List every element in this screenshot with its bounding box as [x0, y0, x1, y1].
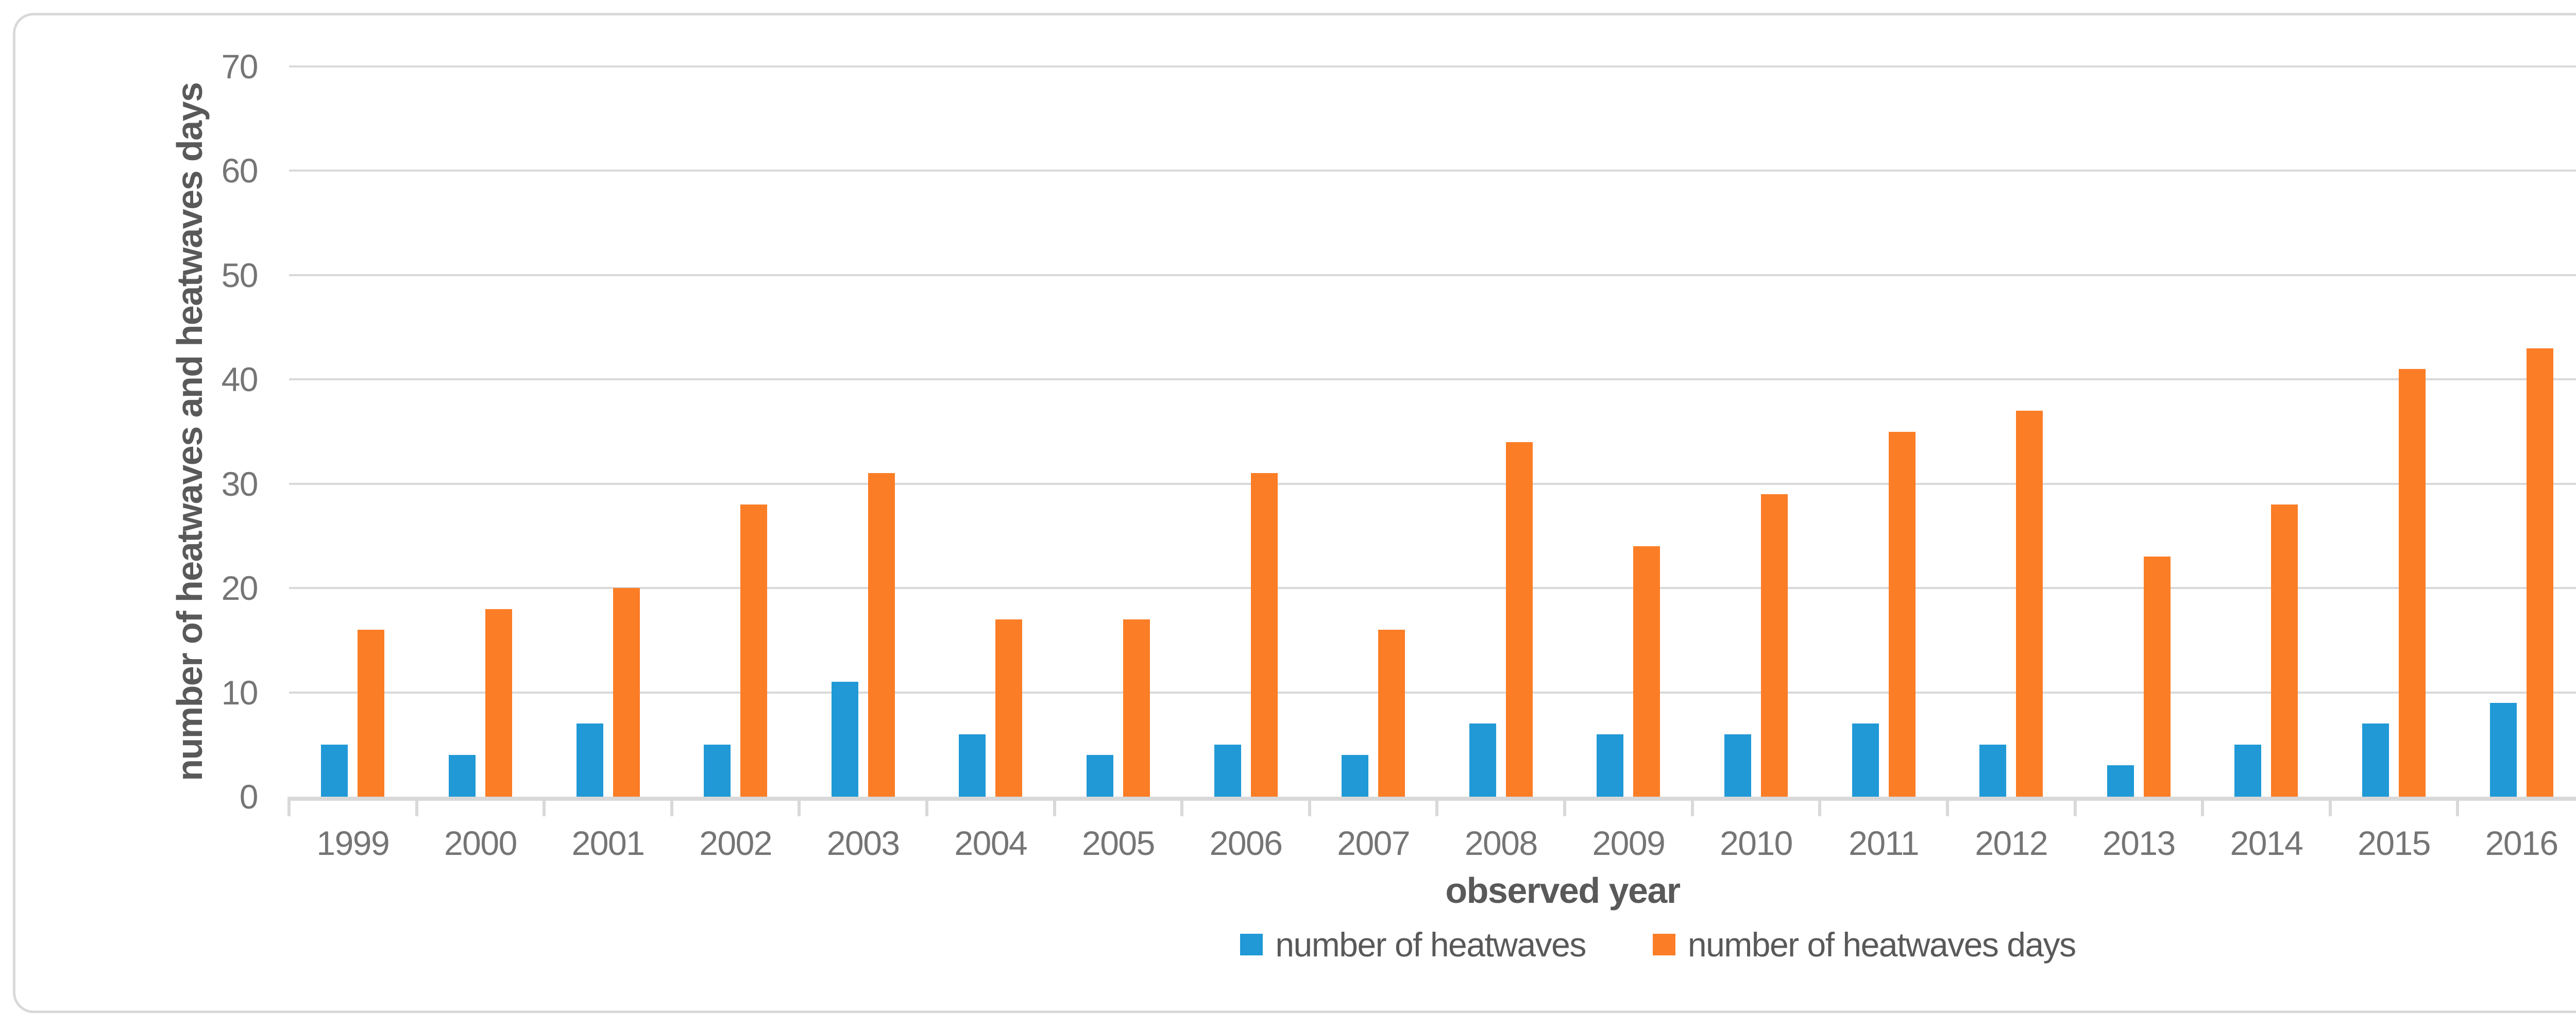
x-axis-tick — [1563, 797, 1567, 816]
x-axis-title: observed year — [1445, 870, 1681, 911]
gridline-70 — [289, 65, 2576, 68]
bar-number-of-heatwaves-days-2001 — [613, 588, 640, 797]
bar-number-of-heatwaves-2004 — [959, 734, 986, 797]
x-axis-tick — [2201, 797, 2205, 816]
bar-number-of-heatwaves-2011 — [1852, 724, 1879, 797]
x-tick-label-1999: 1999 — [316, 824, 389, 862]
bar-number-of-heatwaves-2016 — [2489, 702, 2517, 797]
y-tick-label-70: 70 — [221, 47, 259, 86]
x-axis-tick — [415, 797, 418, 816]
bar-number-of-heatwaves-days-2002 — [740, 504, 768, 797]
x-tick-label-2001: 2001 — [571, 824, 645, 862]
bar-number-of-heatwaves-2000 — [448, 755, 476, 797]
x-tick-label-2011: 2011 — [1849, 824, 1919, 862]
x-tick-label-2014: 2014 — [2230, 824, 2303, 862]
bar-number-of-heatwaves-days-2007 — [1378, 630, 1405, 797]
bar-number-of-heatwaves-days-2003 — [868, 473, 895, 797]
bar-number-of-heatwaves-days-1999 — [358, 630, 385, 797]
bar-number-of-heatwaves-1999 — [321, 744, 348, 797]
legend-item-number-of-heatwaves: number of heatwaves — [1240, 925, 1586, 964]
bar-number-of-heatwaves-2005 — [1086, 755, 1113, 797]
bar-number-of-heatwaves-2002 — [704, 744, 731, 797]
bar-number-of-heatwaves-days-2008 — [1505, 442, 1533, 797]
bar-number-of-heatwaves-days-2013 — [2143, 557, 2171, 797]
bar-number-of-heatwaves-2015 — [2362, 724, 2389, 797]
y-tick-label-30: 30 — [221, 464, 259, 503]
y-tick-label-40: 40 — [221, 360, 259, 399]
bar-number-of-heatwaves-2003 — [831, 682, 858, 797]
x-tick-label-2015: 2015 — [2358, 824, 2431, 862]
figure-border — [13, 13, 2576, 1013]
x-axis-tick — [1308, 797, 1311, 816]
x-axis-tick — [1945, 797, 1949, 816]
bar-number-of-heatwaves-days-2011 — [1888, 431, 1916, 797]
x-axis-tick — [1435, 797, 1439, 816]
x-axis-tick — [1053, 797, 1056, 816]
bar-number-of-heatwaves-days-2015 — [2399, 369, 2426, 797]
bar-number-of-heatwaves-days-2005 — [1123, 619, 1150, 797]
x-tick-label-2003: 2003 — [826, 824, 900, 862]
x-axis-tick — [670, 797, 673, 816]
y-tick-label-50: 50 — [221, 256, 259, 294]
bar-number-of-heatwaves-2006 — [1214, 744, 1241, 797]
x-tick-label-2010: 2010 — [1720, 824, 1793, 862]
gridline-10 — [289, 691, 2576, 694]
x-tick-label-2012: 2012 — [1975, 824, 2048, 862]
gridline-20 — [289, 587, 2576, 590]
bar-number-of-heatwaves-2009 — [1597, 734, 1624, 797]
x-axis-tick — [925, 797, 929, 816]
x-axis-tick — [798, 797, 801, 816]
x-tick-label-2007: 2007 — [1337, 824, 1410, 862]
x-axis-tick — [287, 797, 291, 816]
bar-number-of-heatwaves-days-2006 — [1250, 473, 1278, 797]
legend-item-number-of-heatwaves-days: number of heatwaves days — [1652, 925, 2076, 964]
x-axis-tick — [1180, 797, 1184, 816]
legend-swatch-number-of-heatwaves-days — [1652, 934, 1675, 955]
bar-number-of-heatwaves-days-2009 — [1633, 546, 1660, 797]
x-tick-label-2002: 2002 — [699, 824, 772, 862]
legend: number of heatwaves number of heatwaves d… — [0, 925, 2576, 964]
bar-number-of-heatwaves-days-2010 — [1761, 494, 1788, 797]
bar-number-of-heatwaves-2007 — [1342, 755, 1369, 797]
gridline-50 — [289, 274, 2576, 276]
x-tick-label-2008: 2008 — [1464, 824, 1538, 862]
gridline-40 — [289, 378, 2576, 381]
x-axis-tick — [2073, 797, 2077, 816]
bar-number-of-heatwaves-2001 — [576, 724, 603, 797]
y-tick-label-10: 10 — [221, 673, 259, 712]
bar-number-of-heatwaves-days-2012 — [2016, 411, 2043, 797]
x-axis-tick — [2328, 797, 2332, 816]
x-tick-label-2000: 2000 — [444, 824, 517, 862]
gridline-60 — [289, 170, 2576, 172]
x-axis-tick — [543, 797, 546, 816]
legend-label: number of heatwaves days — [1687, 926, 2076, 964]
x-axis-tick — [1690, 797, 1694, 816]
y-tick-label-60: 60 — [221, 152, 259, 190]
bar-number-of-heatwaves-2010 — [1724, 734, 1751, 797]
x-axis-tick — [1818, 797, 1822, 816]
x-tick-label-2016: 2016 — [2485, 824, 2558, 862]
bar-number-of-heatwaves-2008 — [1469, 724, 1496, 797]
x-axis-tick — [2456, 797, 2460, 816]
x-tick-label-2004: 2004 — [954, 824, 1027, 862]
bar-number-of-heatwaves-2014 — [2234, 744, 2262, 797]
legend-swatch-number-of-heatwaves — [1240, 934, 1263, 955]
x-tick-label-2013: 2013 — [2102, 824, 2176, 862]
x-axis-line — [289, 797, 2576, 801]
x-tick-label-2009: 2009 — [1592, 824, 1665, 862]
bar-number-of-heatwaves-days-2000 — [485, 609, 512, 797]
x-tick-label-2006: 2006 — [1209, 824, 1283, 862]
bar-number-of-heatwaves-days-2014 — [2271, 504, 2298, 797]
y-tick-label-20: 20 — [221, 569, 259, 608]
bar-number-of-heatwaves-2013 — [2107, 765, 2134, 797]
bar-number-of-heatwaves-days-2004 — [995, 619, 1023, 797]
bar-number-of-heatwaves-days-2016 — [2526, 348, 2553, 797]
gridline-30 — [289, 482, 2576, 485]
y-tick-label-0: 0 — [239, 778, 259, 816]
x-tick-label-2005: 2005 — [1082, 824, 1155, 862]
bar-number-of-heatwaves-2012 — [1979, 744, 2007, 797]
legend-label: number of heatwaves — [1275, 926, 1586, 964]
